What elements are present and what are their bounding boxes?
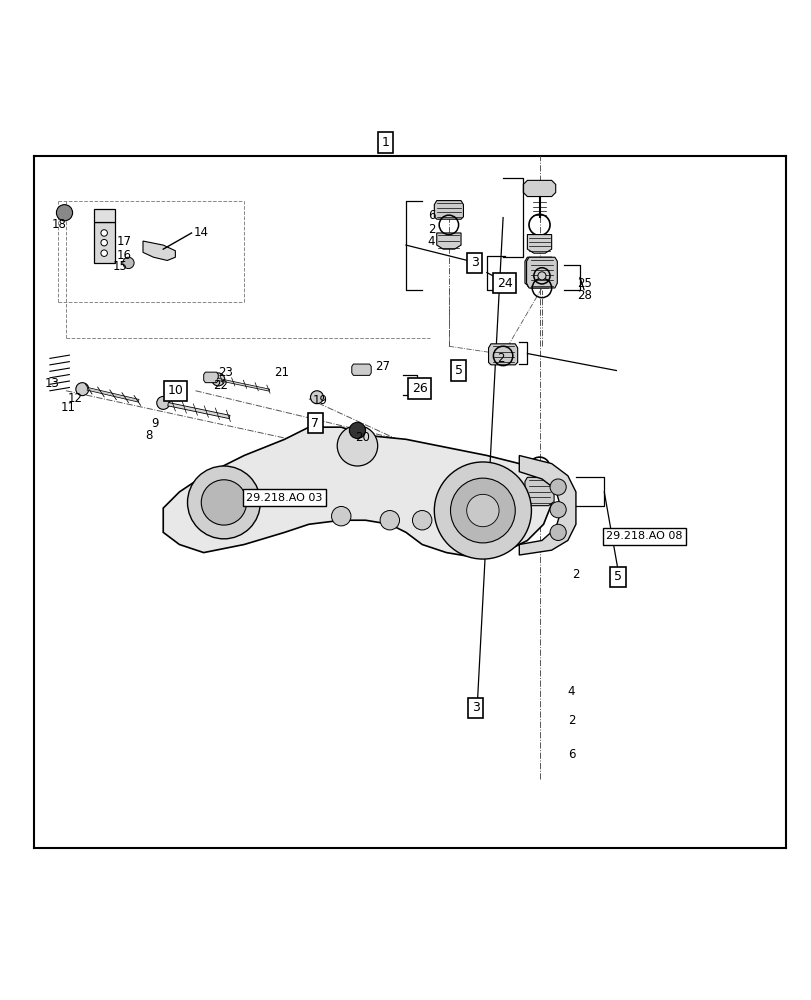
Circle shape: [537, 272, 545, 280]
Text: 16: 16: [117, 249, 132, 262]
Text: 20: 20: [354, 431, 370, 444]
Circle shape: [549, 524, 565, 540]
Text: 4: 4: [567, 685, 575, 698]
Circle shape: [349, 422, 365, 438]
Polygon shape: [526, 235, 551, 253]
Polygon shape: [434, 201, 463, 219]
Text: 25: 25: [577, 277, 592, 290]
Text: 7: 7: [311, 417, 319, 430]
Text: 1: 1: [381, 136, 389, 149]
Polygon shape: [351, 364, 371, 375]
Text: 12: 12: [67, 392, 83, 405]
Polygon shape: [524, 257, 553, 288]
Text: 8: 8: [145, 429, 152, 442]
Circle shape: [310, 391, 323, 404]
Circle shape: [331, 506, 350, 526]
Text: 3: 3: [470, 256, 478, 269]
Circle shape: [101, 239, 107, 246]
Circle shape: [157, 396, 169, 409]
Circle shape: [122, 257, 134, 269]
Text: 27: 27: [375, 360, 390, 373]
Text: 23: 23: [218, 366, 233, 379]
Polygon shape: [488, 344, 517, 365]
Circle shape: [434, 462, 530, 559]
Circle shape: [549, 479, 565, 495]
Circle shape: [549, 502, 565, 518]
Text: 11: 11: [60, 401, 75, 414]
Text: 18: 18: [51, 218, 67, 231]
Text: 2: 2: [567, 714, 575, 727]
Polygon shape: [526, 257, 556, 288]
Text: 29.218.AO 08: 29.218.AO 08: [606, 531, 682, 541]
Text: 19: 19: [312, 394, 328, 407]
Text: 29.218.AO 03: 29.218.AO 03: [246, 493, 323, 503]
Text: 2: 2: [571, 568, 579, 581]
Text: 15: 15: [112, 260, 127, 273]
Text: 28: 28: [577, 289, 592, 302]
Polygon shape: [143, 241, 175, 260]
Polygon shape: [204, 372, 218, 383]
Text: 17: 17: [117, 235, 132, 248]
Circle shape: [101, 250, 107, 256]
Text: 9: 9: [151, 417, 158, 430]
Circle shape: [450, 478, 515, 543]
Text: 5: 5: [613, 570, 621, 583]
Circle shape: [337, 426, 377, 466]
Circle shape: [380, 511, 399, 530]
Circle shape: [412, 511, 431, 530]
Circle shape: [187, 466, 260, 539]
Polygon shape: [523, 180, 555, 197]
Text: 13: 13: [45, 377, 59, 390]
Text: 10: 10: [167, 384, 183, 397]
Circle shape: [212, 373, 225, 386]
Text: 21: 21: [274, 366, 289, 379]
Circle shape: [101, 230, 107, 236]
Text: 6: 6: [567, 748, 575, 761]
Polygon shape: [94, 222, 114, 263]
Text: 14: 14: [193, 226, 208, 239]
Circle shape: [56, 205, 72, 221]
Polygon shape: [163, 427, 551, 557]
Circle shape: [201, 480, 247, 525]
Polygon shape: [436, 233, 461, 249]
Text: 3: 3: [471, 701, 479, 714]
Text: 2: 2: [496, 352, 504, 365]
Circle shape: [75, 383, 88, 396]
Polygon shape: [519, 455, 575, 555]
Text: 26: 26: [411, 382, 427, 395]
Circle shape: [466, 494, 499, 527]
Text: 4: 4: [427, 235, 435, 248]
Text: 2: 2: [427, 223, 435, 236]
Text: 24: 24: [496, 277, 512, 290]
Polygon shape: [524, 477, 553, 506]
Polygon shape: [94, 209, 114, 222]
Text: 22: 22: [213, 379, 228, 392]
Text: 6: 6: [427, 209, 435, 222]
Text: 5: 5: [454, 364, 462, 377]
